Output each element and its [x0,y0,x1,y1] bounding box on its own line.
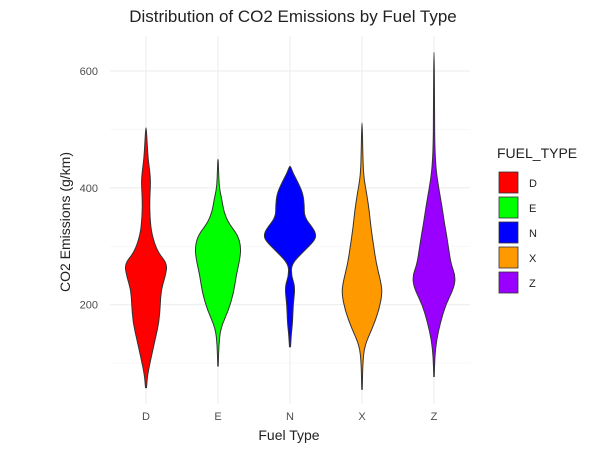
violin-E [194,158,242,367]
legend-swatch-D [498,171,519,194]
violin-Z [412,51,456,378]
x-tick-label: X [358,411,366,423]
y-tick-label: 200 [80,300,98,312]
legend-swatch-E [498,196,519,219]
legend-label-X: X [529,253,537,265]
violin-X [341,122,383,390]
legend-label-Z: Z [529,278,536,290]
legend-swatch-X [498,246,519,269]
legend-label-N: N [529,228,537,240]
y-tick-label: 600 [80,66,98,78]
x-tick-label: N [286,411,294,423]
violin-N [263,165,317,348]
violins [124,51,456,390]
legend-title: FUEL_TYPE [497,145,577,161]
legend-label-D: D [529,178,537,190]
x-tick-label: Z [431,411,438,423]
x-tick-label: D [142,411,150,423]
y-tick-labels: 200 400 600 [80,66,98,312]
x-axis-title: Fuel Type [258,427,319,443]
x-tick-label: E [214,411,221,423]
violin-D [124,127,168,389]
legend: FUEL_TYPE D E N X Z [497,145,577,294]
legend-swatch-N [498,221,519,244]
y-tick-label: 400 [80,183,98,195]
legend-label-E: E [529,203,536,215]
legend-swatch-Z [498,271,519,294]
y-axis-title: CO2 Emissions (g/km) [57,152,73,292]
chart-title: Distribution of CO2 Emissions by Fuel Ty… [129,7,457,26]
